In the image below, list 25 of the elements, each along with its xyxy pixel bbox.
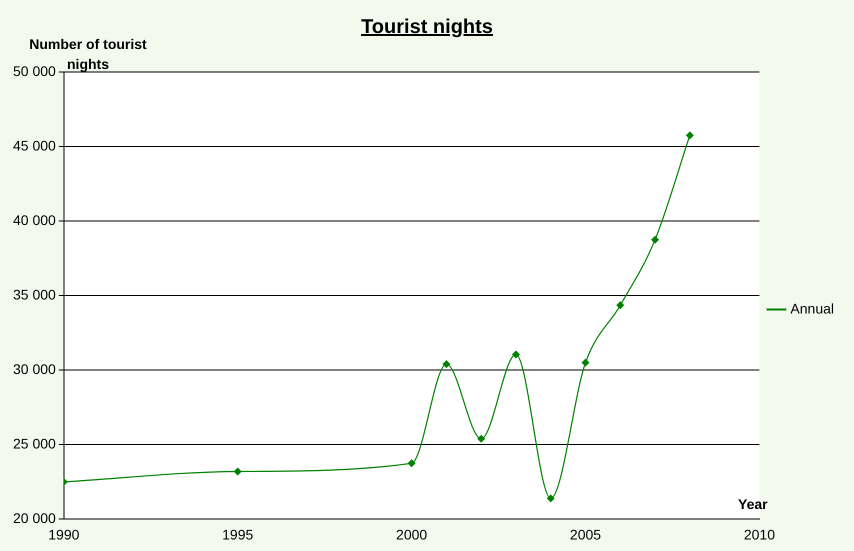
y-tick-label: 50 000 [12, 62, 56, 79]
point [442, 360, 450, 368]
y-tick-label: 35 000 [12, 286, 56, 302]
y-tick-label: 30 000 [12, 360, 56, 377]
point [651, 236, 660, 244]
point [512, 350, 520, 358]
point [408, 459, 416, 468]
point [686, 131, 694, 140]
point [477, 434, 486, 443]
x-tick-label: 2010 [744, 526, 776, 542]
y-tick-label: 20 000 [12, 510, 56, 526]
y-tick-label: 45 000 [12, 137, 56, 154]
y-tick-label: 25 000 [12, 436, 56, 452]
y-tick-label: 40 000 [12, 212, 56, 228]
point [582, 358, 590, 367]
x-tick-label: 1995 [222, 526, 254, 542]
point [616, 301, 624, 310]
legend-label: Annual [790, 300, 834, 316]
point [546, 494, 555, 502]
x-tick-label: 2000 [396, 526, 428, 542]
x-axis-title: Year [738, 496, 768, 512]
x-tick-label: 1990 [48, 526, 80, 542]
x-tick-label: 2005 [570, 526, 602, 542]
chart-title: Tourist nights [361, 16, 493, 38]
point [234, 468, 242, 476]
